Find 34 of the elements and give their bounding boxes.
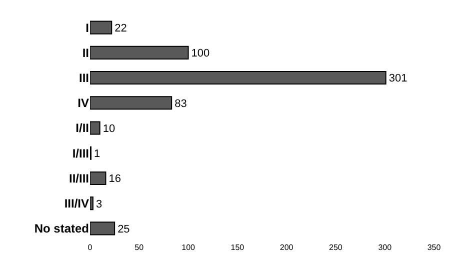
y-tick-label: III <box>78 70 89 85</box>
y-tick-label: II <box>82 46 89 60</box>
x-tick-label: 350 <box>427 243 442 252</box>
data-label: 301 <box>388 72 408 85</box>
data-label: 16 <box>108 173 121 186</box>
y-tick-label: I <box>86 20 89 35</box>
y-tick-label: No stated <box>34 222 89 236</box>
y-tick-label: I/III <box>72 146 89 160</box>
x-tick-label: 100 <box>182 243 196 252</box>
bar <box>90 20 112 34</box>
y-tick-label: III/IV <box>64 196 89 211</box>
y-tick-label: I/II <box>76 121 89 136</box>
data-label: 100 <box>191 48 210 60</box>
bar <box>90 171 106 185</box>
x-tick-label: 250 <box>329 243 343 252</box>
bar <box>90 121 100 135</box>
data-label: 1 <box>94 148 100 160</box>
data-label: 83 <box>174 98 187 110</box>
data-label: 22 <box>114 22 127 34</box>
bar <box>90 222 116 236</box>
bar <box>90 46 189 60</box>
bar <box>90 96 172 110</box>
x-tick-label: 300 <box>378 243 392 252</box>
y-tick-label: II/III <box>68 171 89 186</box>
x-tick-label: 50 <box>134 243 144 252</box>
x-tick-label: 150 <box>230 243 245 252</box>
data-label: 25 <box>118 223 130 236</box>
x-tick-label: 200 <box>280 243 294 252</box>
x-tick-label: 0 <box>88 243 93 252</box>
data-label: 10 <box>102 122 116 135</box>
data-label: 3 <box>96 198 102 210</box>
bar <box>90 196 94 210</box>
y-tick-label: IV <box>78 96 89 110</box>
bar <box>90 71 386 85</box>
